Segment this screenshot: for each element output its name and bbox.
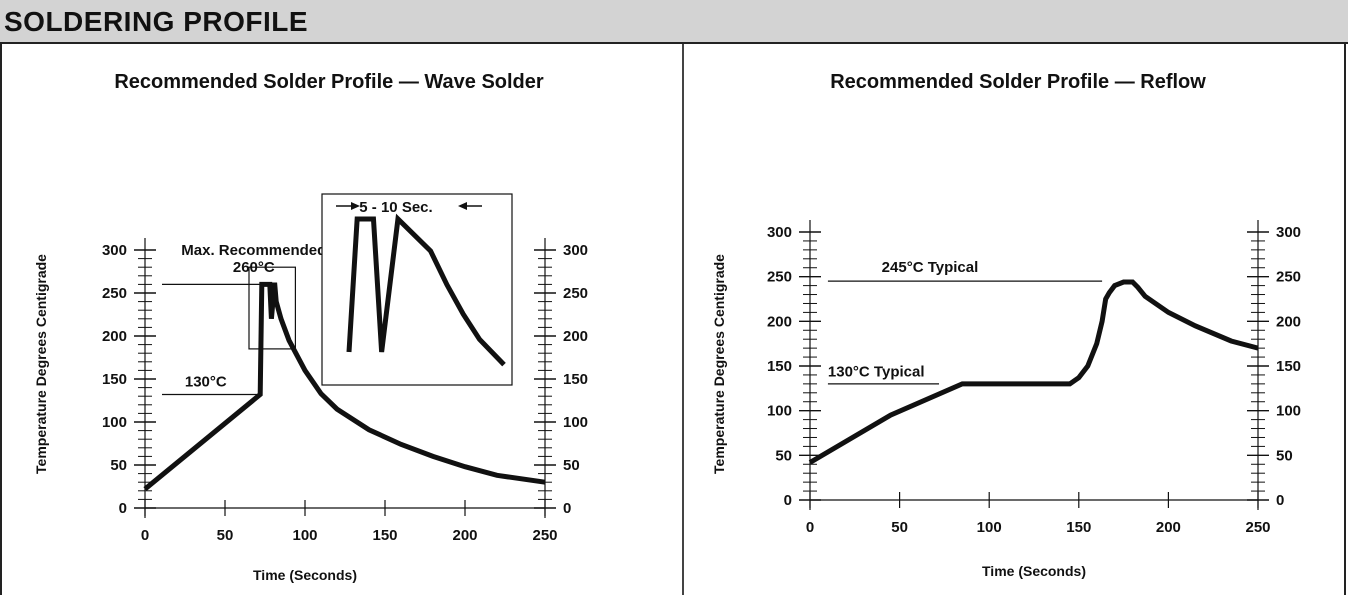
reflow-right-y-tick-label: 0: [1276, 492, 1284, 509]
wave-right-y-tick-label: 250: [563, 285, 588, 302]
reflow-130c-typical-label: 130°C Typical: [828, 364, 925, 381]
reflow-y-axis-label: Temperature Degrees Centigrade: [711, 254, 727, 474]
wave-y-axis-label: Temperature Degrees Centigrade: [33, 254, 49, 474]
wave-x-tick-label: 250: [532, 527, 557, 544]
wave-left-y-tick-label: 150: [102, 371, 127, 388]
reflow-series-line: [808, 279, 1259, 465]
reflow-right-y-tick-label: 50: [1276, 447, 1293, 464]
reflow-245c-typical-label: 245°C Typical: [882, 259, 979, 276]
wave-right-y-tick-label: 200: [563, 328, 588, 345]
wave-130c-label: 130°C: [185, 374, 227, 391]
reflow-chart: Recommended Solder Profile — Reflow 0 050…: [711, 71, 1301, 579]
wave-inset-duration-label: 5 - 10 Sec.: [359, 199, 432, 216]
wave-left-y-tick-label: 0: [119, 500, 127, 517]
wave-x-tick-label: 50: [217, 527, 234, 544]
reflow-left-y-tick-label: 200: [767, 313, 792, 330]
reflow-right-y-tick-label: 150: [1276, 358, 1301, 375]
reflow-chart-annotations: 245°C Typical 130°C Typical: [828, 259, 1103, 385]
wave-right-y-tick-label: 0: [563, 500, 571, 517]
reflow-left-y-tick-label: 250: [767, 269, 792, 286]
wave-left-y-tick-label: 250: [102, 285, 127, 302]
wave-series-line: [143, 281, 546, 492]
reflow-x-tick-label: 100: [977, 519, 1002, 536]
wave-left-y-tick-label: 300: [102, 242, 127, 259]
wave-x-tick-label: 150: [372, 527, 397, 544]
wave-left-y-tick-label: 50: [110, 457, 127, 474]
reflow-left-y-tick-label: 100: [767, 403, 792, 420]
reflow-x-axis-label: Time (Seconds): [982, 563, 1086, 579]
wave-left-y-tick-label: 200: [102, 328, 127, 345]
reflow-right-y-tick-label: 200: [1276, 313, 1301, 330]
wave-chart-inset: 5 - 10 Sec.: [321, 193, 513, 386]
reflow-right-y-tick-label: 300: [1276, 224, 1301, 241]
wave-x-tick-label: 200: [452, 527, 477, 544]
reflow-left-y-tick-label: 0: [784, 492, 792, 509]
wave-inset-series-line: [346, 213, 506, 367]
reflow-chart-title: Recommended Solder Profile — Reflow: [830, 71, 1206, 93]
wave-right-y-tick-label: 100: [563, 414, 588, 431]
reflow-x-tick-label: 150: [1066, 519, 1091, 536]
wave-right-y-tick-label: 300: [563, 242, 588, 259]
panel-divider: [682, 44, 684, 595]
reflow-right-y-tick-label: 100: [1276, 403, 1301, 420]
reflow-x-tick-label: 200: [1156, 519, 1181, 536]
wave-right-y-tick-label: 150: [563, 371, 588, 388]
reflow-chart-series: [808, 279, 1259, 465]
wave-right-y-tick-label: 50: [563, 457, 580, 474]
reflow-left-y-tick-label: 50: [775, 447, 792, 464]
reflow-left-y-tick-label: 150: [767, 358, 792, 375]
reflow-x-tick-label: 250: [1245, 519, 1270, 536]
wave-inset-left-arrow-head: [351, 202, 360, 210]
wave-x-tick-label: 0: [141, 527, 149, 544]
reflow-right-y-tick-label: 250: [1276, 269, 1301, 286]
wave-inset-right-arrow-head: [458, 202, 467, 210]
reflow-x-tick-label: 0: [806, 519, 814, 536]
wave-x-tick-label: 100: [292, 527, 317, 544]
reflow-left-y-tick-label: 300: [767, 224, 792, 241]
wave-peak-zoom-box: [248, 266, 297, 350]
wave-left-y-tick-label: 100: [102, 414, 127, 431]
section-header: SOLDERING PROFILE: [0, 0, 1348, 44]
wave-solder-chart: Recommended Solder Profile — Wave Solder…: [33, 71, 588, 583]
wave-max-recommended-label: Max. Recommended: [181, 242, 326, 259]
reflow-x-tick-label: 50: [891, 519, 908, 536]
wave-x-axis-label: Time (Seconds): [253, 567, 357, 583]
page-title: SOLDERING PROFILE: [4, 6, 309, 37]
wave-chart-series: [143, 281, 546, 492]
wave-chart-title: Recommended Solder Profile — Wave Solder: [114, 71, 544, 93]
